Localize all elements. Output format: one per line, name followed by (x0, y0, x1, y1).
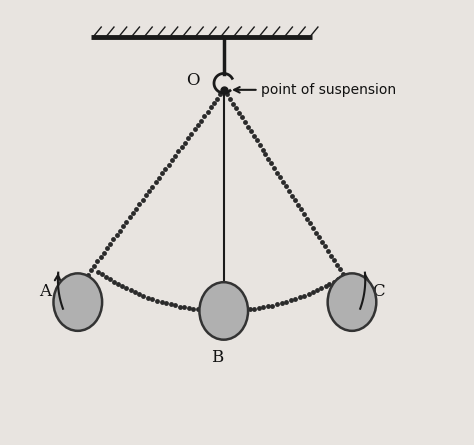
Ellipse shape (200, 282, 248, 340)
Text: C: C (372, 283, 385, 299)
Text: A: A (39, 283, 51, 299)
Text: O: O (186, 73, 200, 89)
Text: B: B (211, 349, 223, 366)
Ellipse shape (328, 273, 376, 331)
Ellipse shape (54, 273, 102, 331)
Text: point of suspension: point of suspension (234, 83, 396, 97)
